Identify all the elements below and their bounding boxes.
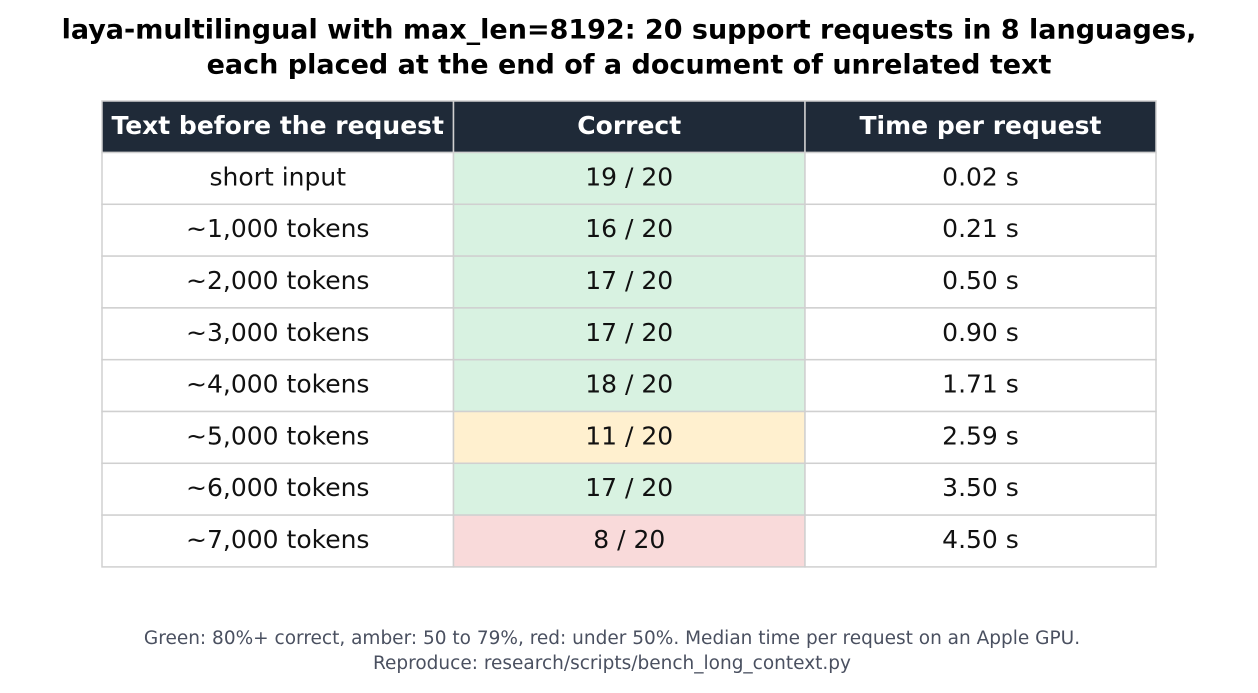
cell — [804, 255, 1157, 309]
cell-text: 3.50 s — [942, 473, 1019, 502]
header-cell — [452, 100, 806, 154]
cell — [804, 358, 1157, 413]
title-line: laya-multilingual with max_len=8192: 20 … — [62, 15, 1197, 46]
cell — [101, 255, 455, 309]
cell-text: short input — [210, 162, 347, 191]
cell-text: ~6,000 tokens — [186, 473, 369, 502]
cell — [101, 462, 455, 516]
cell — [804, 462, 1157, 516]
cell-text: 0.50 s — [942, 266, 1019, 295]
cell-text: 17 / 20 — [585, 266, 673, 295]
cell-text: 8 / 20 — [593, 525, 665, 554]
footer-line: Green: 80%+ correct, amber: 50 to 79%, r… — [144, 628, 1080, 649]
cell-text: ~7,000 tokens — [186, 525, 369, 554]
cell-text: 0.21 s — [942, 214, 1019, 243]
cell-text: 0.90 s — [942, 318, 1019, 347]
cell — [804, 410, 1157, 465]
footer-line: Reproduce: research/scripts/bench_long_c… — [373, 653, 851, 674]
table: Text before the request Correct Time per r… — [101, 100, 1157, 568]
cell-text: ~3,000 tokens — [186, 318, 369, 347]
cell — [804, 203, 1157, 257]
cell — [101, 410, 455, 465]
header-text: Correct — [577, 111, 681, 140]
cell — [804, 514, 1157, 568]
cell — [101, 307, 455, 361]
cell — [452, 358, 806, 413]
header-cell — [804, 100, 1157, 154]
cell-text: 18 / 20 — [585, 370, 673, 399]
cell-text: 17 / 20 — [585, 473, 673, 502]
cell-text: ~4,000 tokens — [186, 370, 369, 399]
cell-text: ~1,000 tokens — [186, 214, 369, 243]
cell-text: ~5,000 tokens — [186, 421, 369, 450]
cell — [452, 410, 806, 465]
cell — [101, 358, 455, 413]
title-line: each placed at the end of a document of … — [207, 50, 1052, 81]
cell-text: 4.50 s — [942, 525, 1019, 554]
cell-text: 0.02 s — [942, 162, 1019, 191]
cell — [452, 307, 806, 361]
cell-text: 19 / 20 — [585, 162, 673, 191]
cell — [101, 514, 455, 568]
cell-text: 17 / 20 — [585, 318, 673, 347]
cell-text: 2.59 s — [942, 421, 1019, 450]
header-text: Text before the request — [111, 111, 444, 140]
header-cell — [101, 100, 455, 154]
cell — [452, 203, 806, 257]
cell — [452, 514, 806, 568]
cell — [452, 462, 806, 516]
cell-text: 11 / 20 — [585, 421, 673, 450]
cell-text: 16 / 20 — [585, 214, 673, 243]
header-text: Time per request — [860, 111, 1102, 140]
cell — [804, 307, 1157, 361]
cell-text: 1.71 s — [942, 370, 1019, 399]
cell-text: ~2,000 tokens — [186, 266, 369, 295]
